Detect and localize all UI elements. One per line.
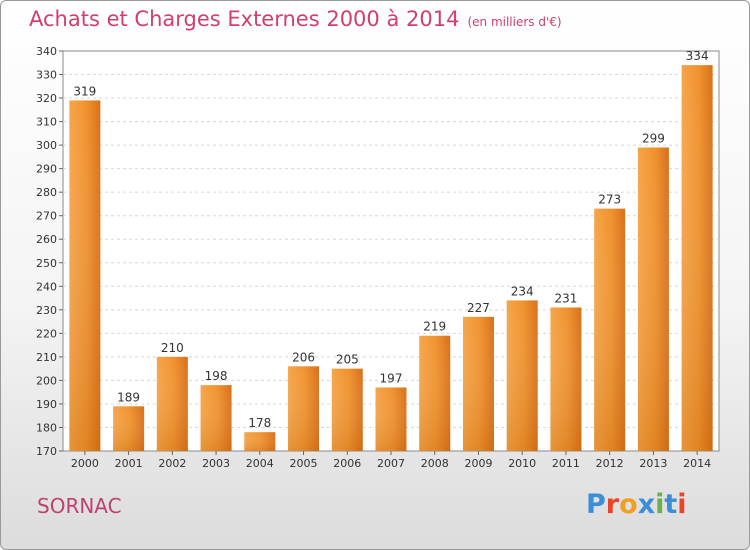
value-label: 299	[642, 131, 665, 145]
y-tick-label: 240	[36, 280, 57, 293]
bar-shade	[113, 406, 145, 451]
logo-letter: i	[655, 489, 665, 520]
y-tick-label: 250	[36, 257, 57, 270]
value-label: 219	[423, 320, 446, 334]
chart-unit: (en milliers d'€)	[467, 15, 562, 29]
value-label: 197	[380, 371, 403, 385]
y-tick-label: 280	[36, 186, 57, 199]
y-tick-label: 260	[36, 233, 57, 246]
y-axis: 170 180 190 200 210 220 230 240 250 260 270 280 290 3…	[36, 45, 63, 458]
chart-title-text: Achats et Charges Externes 2000 à 2014	[29, 7, 460, 31]
y-tick-label: 330	[36, 69, 57, 82]
bar-shade	[419, 335, 451, 451]
bar-shade	[288, 366, 320, 451]
value-label: 231	[554, 291, 577, 305]
x-tick-label: 2000	[71, 457, 99, 470]
bar-shade	[375, 387, 407, 451]
bar-shade	[244, 432, 276, 451]
value-label: 319	[73, 84, 96, 98]
y-tick-label: 210	[36, 351, 57, 364]
bar-shade	[156, 356, 188, 451]
y-tick-label: 300	[36, 139, 57, 152]
x-tick-label: 2003	[202, 457, 230, 470]
x-tick-label: 2008	[421, 457, 449, 470]
logo-letter: i	[677, 489, 687, 520]
value-label: 206	[292, 350, 315, 364]
y-tick-label: 310	[36, 116, 57, 129]
place-name: SORNAC	[37, 494, 122, 518]
y-tick-label: 340	[36, 45, 57, 58]
y-tick-label: 230	[36, 304, 57, 317]
value-label: 227	[467, 301, 490, 315]
x-tick-label: 2005	[290, 457, 318, 470]
bar-shade	[506, 300, 538, 451]
chart-title: Achats et Charges Externes 2000 à 2014 (e…	[29, 7, 562, 31]
value-label: 234	[511, 284, 534, 298]
logo-letter: P	[586, 489, 606, 520]
x-tick-label: 2009	[464, 457, 492, 470]
value-label: 205	[336, 353, 359, 367]
y-tick-label: 220	[36, 327, 57, 340]
y-tick-label: 170	[36, 445, 57, 458]
bar-shade	[331, 368, 363, 451]
value-label: 198	[205, 369, 228, 383]
y-tick-label: 270	[36, 210, 57, 223]
bar-shade	[681, 65, 713, 451]
x-tick-label: 2013	[639, 457, 667, 470]
x-tick-label: 2014	[683, 457, 711, 470]
proxiti-logo: Proxiti	[586, 489, 687, 520]
logo-letter: o	[619, 489, 638, 520]
x-tick-label: 2007	[377, 457, 405, 470]
y-tick-label: 320	[36, 92, 57, 105]
bar-shade	[462, 316, 494, 451]
value-label: 189	[117, 390, 140, 404]
y-tick-label: 290	[36, 163, 57, 176]
logo-letter: r	[605, 489, 620, 520]
logo-letter: t	[664, 489, 678, 520]
y-tick-label: 190	[36, 398, 57, 411]
x-tick-label: 2011	[552, 457, 580, 470]
value-label: 273	[598, 193, 621, 207]
bar-shade	[594, 208, 626, 451]
x-axis: 2000 2001 2002 2003 2004 2005 2006 2007 2008 2009…	[71, 451, 711, 470]
bars: 319 189 210 198 178 206 205 197 219 227 234 231 273 2…	[69, 49, 713, 451]
x-tick-label: 2001	[115, 457, 143, 470]
x-tick-label: 2012	[596, 457, 624, 470]
logo-letter: x	[637, 489, 656, 520]
x-tick-label: 2006	[333, 457, 361, 470]
bar-shade	[637, 147, 669, 451]
x-tick-label: 2002	[158, 457, 186, 470]
bar-shade	[200, 385, 232, 451]
y-tick-label: 200	[36, 374, 57, 387]
x-tick-label: 2004	[246, 457, 274, 470]
value-label: 210	[161, 341, 184, 355]
bar-shade	[69, 100, 101, 451]
x-tick-label: 2010	[508, 457, 536, 470]
y-tick-label: 180	[36, 421, 57, 434]
bar-shade	[550, 307, 582, 451]
value-label: 334	[686, 49, 709, 63]
value-label: 178	[248, 416, 271, 430]
